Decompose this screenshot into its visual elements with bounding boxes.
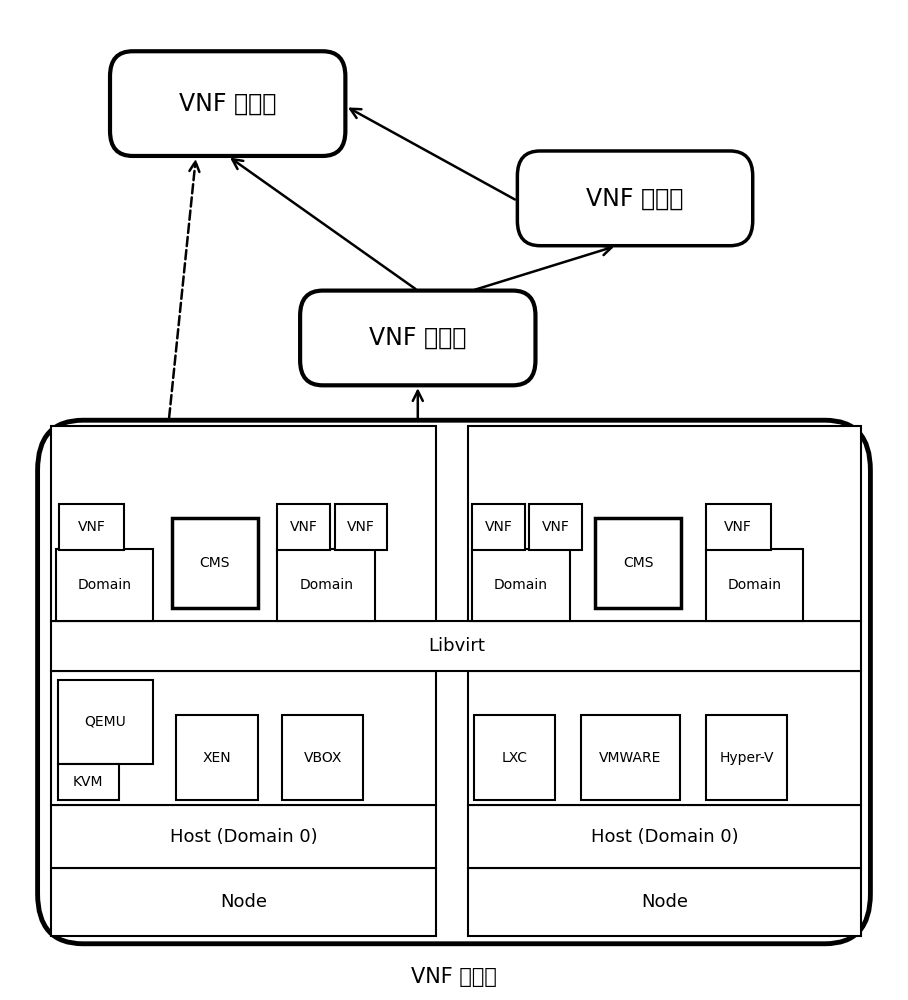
Text: QEMU: QEMU — [84, 715, 126, 729]
Bar — [55, 549, 153, 621]
Text: LXC: LXC — [501, 751, 528, 765]
Bar — [596, 518, 681, 608]
Text: XEN: XEN — [202, 751, 232, 765]
Bar — [278, 504, 330, 550]
Text: Domain: Domain — [77, 578, 132, 592]
FancyBboxPatch shape — [518, 151, 753, 246]
Text: VNF: VNF — [541, 520, 569, 534]
Bar — [59, 504, 124, 550]
Text: VNF 抄象层: VNF 抄象层 — [411, 967, 497, 987]
Bar — [282, 715, 363, 800]
Bar — [51, 671, 436, 805]
Bar — [51, 621, 862, 671]
Text: Hyper-V: Hyper-V — [719, 751, 774, 765]
Bar — [474, 715, 556, 800]
Text: VNF: VNF — [290, 520, 318, 534]
Bar — [468, 426, 862, 621]
Text: VNF 中介层: VNF 中介层 — [370, 326, 467, 350]
Bar — [172, 518, 258, 608]
Text: VNF: VNF — [725, 520, 752, 534]
FancyBboxPatch shape — [301, 291, 536, 385]
Text: VNF: VNF — [347, 520, 375, 534]
Bar — [472, 549, 570, 621]
Bar — [57, 680, 153, 764]
Bar — [706, 504, 771, 550]
Bar — [468, 671, 862, 805]
Bar — [472, 504, 525, 550]
Bar — [278, 549, 375, 621]
Bar — [334, 504, 387, 550]
Text: Node: Node — [220, 893, 267, 911]
Bar — [51, 805, 436, 868]
Bar — [57, 764, 119, 800]
Bar — [51, 868, 436, 936]
Text: VBOX: VBOX — [303, 751, 342, 765]
Bar — [529, 504, 582, 550]
Text: Libvirt: Libvirt — [428, 637, 485, 655]
FancyBboxPatch shape — [110, 51, 345, 156]
Bar — [706, 715, 787, 800]
Text: KVM: KVM — [73, 775, 104, 789]
Text: VNF 数据层: VNF 数据层 — [587, 186, 684, 210]
Bar — [51, 426, 436, 621]
Text: VNF 控制层: VNF 控制层 — [179, 92, 276, 116]
Bar — [706, 549, 804, 621]
Text: CMS: CMS — [623, 556, 654, 570]
Text: Host (Domain 0): Host (Domain 0) — [590, 828, 738, 846]
FancyBboxPatch shape — [37, 420, 871, 944]
Text: Domain: Domain — [300, 578, 353, 592]
Text: Domain: Domain — [494, 578, 548, 592]
Text: VMWARE: VMWARE — [599, 751, 662, 765]
Text: VNF: VNF — [78, 520, 106, 534]
Text: CMS: CMS — [200, 556, 230, 570]
Bar — [468, 868, 862, 936]
Bar — [581, 715, 680, 800]
Bar — [468, 805, 862, 868]
Text: Domain: Domain — [727, 578, 782, 592]
Text: VNF: VNF — [485, 520, 512, 534]
Text: Host (Domain 0): Host (Domain 0) — [170, 828, 318, 846]
Text: Node: Node — [641, 893, 688, 911]
Bar — [176, 715, 258, 800]
